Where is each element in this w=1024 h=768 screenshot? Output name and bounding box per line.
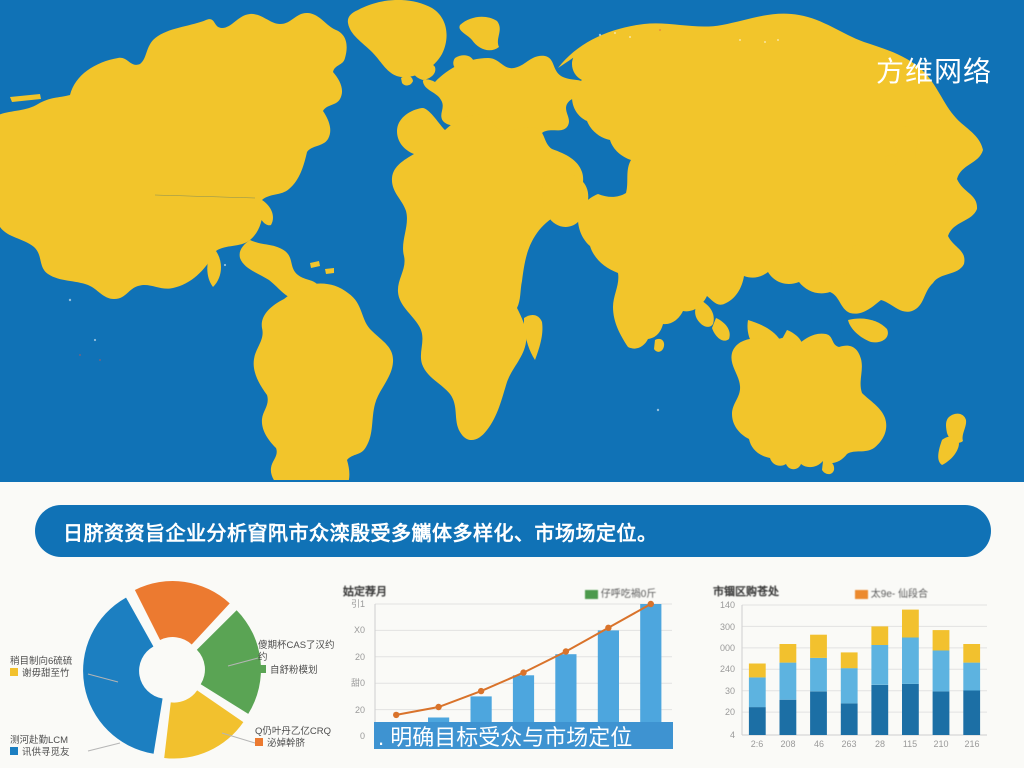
svg-text:115: 115 — [903, 739, 917, 749]
svg-text:引1: 引1 — [351, 599, 365, 609]
svg-text:X0: X0 — [354, 625, 365, 635]
svg-text:300: 300 — [720, 622, 735, 632]
svg-text:0: 0 — [360, 731, 365, 741]
svg-text:210: 210 — [933, 739, 948, 749]
svg-text:20: 20 — [725, 707, 735, 717]
svg-text:甜0: 甜0 — [351, 677, 365, 688]
svg-text:208: 208 — [780, 739, 795, 749]
svg-text:20: 20 — [355, 705, 365, 715]
svg-text:30: 30 — [725, 686, 735, 696]
svg-text:20: 20 — [355, 652, 365, 662]
svg-text:28: 28 — [875, 739, 885, 749]
svg-text:240: 240 — [720, 664, 735, 674]
svg-text:4: 4 — [730, 730, 735, 740]
svg-text:2:6: 2:6 — [751, 739, 764, 749]
svg-text:46: 46 — [814, 739, 824, 749]
svg-text:000: 000 — [720, 643, 735, 653]
svg-text:216: 216 — [964, 739, 979, 749]
svg-text:140: 140 — [720, 600, 735, 610]
svg-text:263: 263 — [841, 739, 856, 749]
